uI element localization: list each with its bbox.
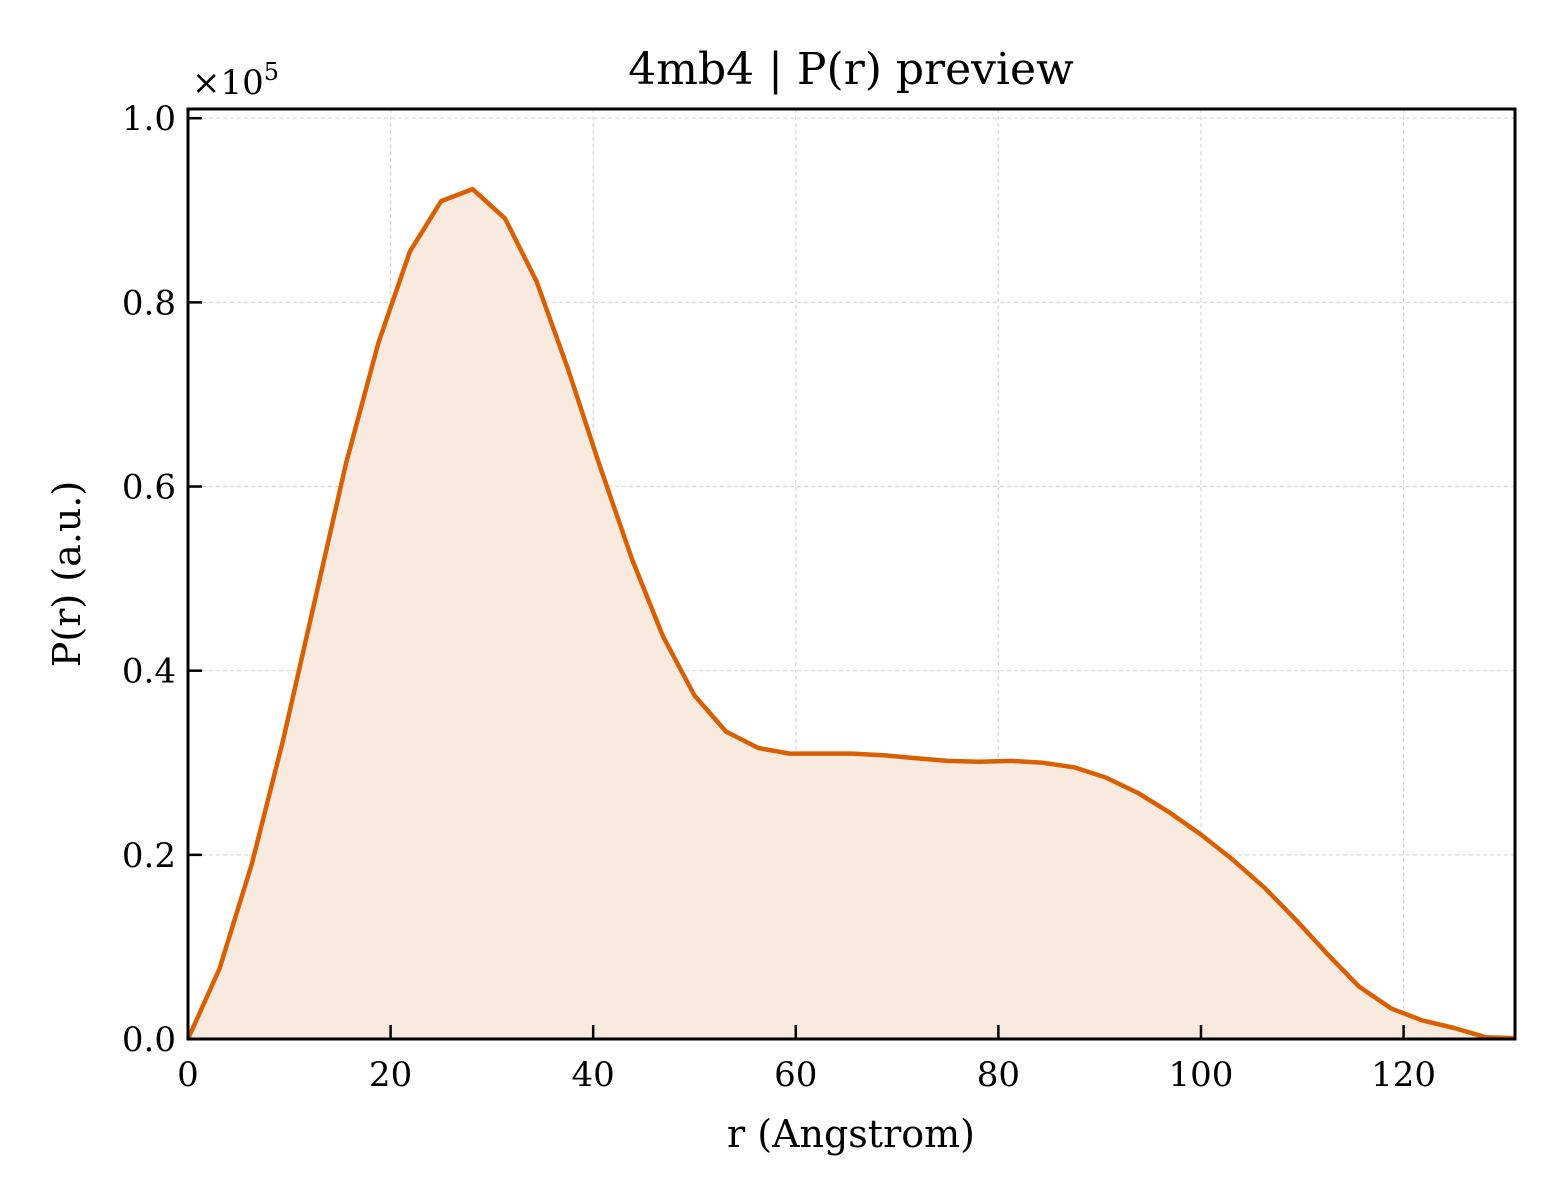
- y-tick-label: 0.2: [122, 836, 176, 876]
- y-tick-label: 1.0: [122, 99, 176, 139]
- x-axis-ticks: 0 20 40 60 80 100 120: [177, 1025, 1436, 1095]
- y-tick-label: 0.4: [122, 652, 176, 692]
- x-tick-label: 20: [369, 1055, 412, 1095]
- chart-title: 4mb4 | P(r) preview: [628, 44, 1074, 95]
- x-tick-label: 80: [977, 1055, 1020, 1095]
- x-axis-label: r (Angstrom): [727, 1112, 975, 1156]
- x-tick-label: 0: [177, 1055, 199, 1095]
- y-multiplier: ×105: [192, 58, 279, 103]
- y-tick-label: 0.8: [122, 283, 176, 323]
- y-axis-ticks: 0.0 0.2 0.4 0.6 0.8 1.0: [122, 99, 202, 1060]
- plot-frame: [186, 107, 1517, 1041]
- x-tick-label: 60: [774, 1055, 817, 1095]
- area-fill: [188, 189, 1515, 1040]
- series-line: [185, 186, 1516, 1041]
- y-tick-label: 0.6: [122, 468, 176, 508]
- x-tick-label: 120: [1371, 1055, 1436, 1095]
- x-tick-label: 40: [572, 1055, 615, 1095]
- y-axis-label: P(r) (a.u.): [45, 481, 89, 667]
- x-tick-label: 100: [1169, 1055, 1234, 1095]
- y-multiplier-exponent: 5: [264, 58, 279, 86]
- y-tick-label: 0.0: [122, 1020, 176, 1060]
- y-multiplier-base: ×10: [192, 63, 264, 103]
